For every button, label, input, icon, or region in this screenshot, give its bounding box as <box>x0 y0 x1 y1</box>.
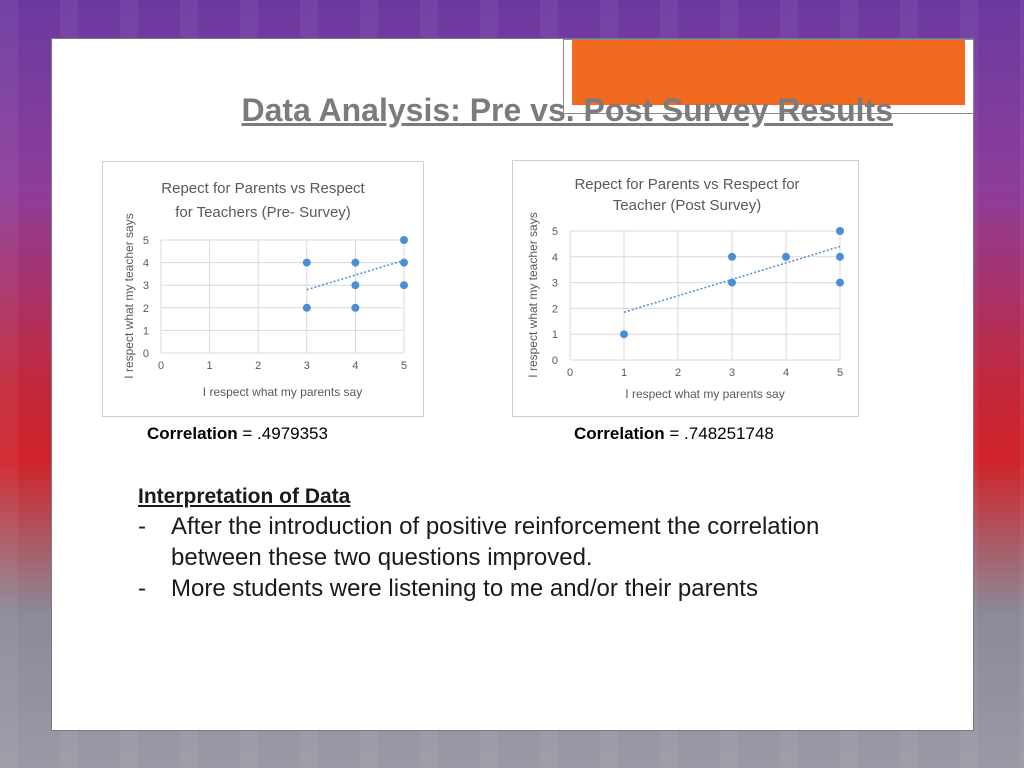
x-tick-label: 5 <box>837 367 843 379</box>
chart-title: Teacher (Post Survey) <box>613 197 761 214</box>
pre-survey-correlation: Correlation = .4979353 <box>147 424 328 444</box>
x-tick-label: 0 <box>158 360 164 372</box>
x-tick-label: 1 <box>621 367 627 379</box>
data-point <box>351 303 360 312</box>
data-point <box>302 303 311 312</box>
x-tick-label: 1 <box>207 360 213 372</box>
x-tick-label: 3 <box>304 360 310 372</box>
data-point <box>351 258 360 267</box>
data-point <box>620 330 628 339</box>
y-tick-label: 5 <box>552 226 558 238</box>
y-tick-label: 5 <box>143 235 149 247</box>
x-tick-label: 3 <box>729 367 735 379</box>
pre-correlation-label: Correlation <box>147 424 238 443</box>
post-survey-chart-svg: Repect for Parents vs Respect for Teacher… <box>526 176 844 401</box>
data-point <box>400 281 408 290</box>
y-tick-label: 2 <box>552 303 558 315</box>
y-tick-label: 0 <box>143 348 149 360</box>
y-tick-label: 3 <box>552 278 558 290</box>
data-point <box>836 252 844 261</box>
x-axis-label: I respect what my parents say <box>203 385 362 399</box>
y-tick-label: 1 <box>143 325 149 337</box>
chart-title: Repect for Parents vs Respect for <box>574 176 799 193</box>
post-survey-correlation: Correlation = .748251748 <box>574 424 774 444</box>
bullet-text: After the introduction of positive reinf… <box>171 513 820 571</box>
bullet-dash: - <box>138 575 146 602</box>
x-tick-label: 2 <box>675 367 681 379</box>
x-tick-label: 4 <box>352 360 358 372</box>
trendline <box>306 259 405 291</box>
pre-survey-scatter-chart: Repect for Parents vs Respect for Teacher… <box>102 161 424 417</box>
pre-survey-chart-svg: Repect for Parents vs Respect for Teacher… <box>122 180 408 399</box>
data-point <box>302 258 311 267</box>
accent-banner <box>572 40 965 105</box>
page-title: Data Analysis: Pre vs. Post Survey Resul… <box>241 92 893 128</box>
interpretation-section: Interpretation of Data - After the intro… <box>138 485 898 604</box>
data-point <box>400 258 408 267</box>
data-point <box>400 236 408 244</box>
y-tick-label: 1 <box>552 329 558 341</box>
y-tick-label: 4 <box>552 252 558 264</box>
bullet-dash: - <box>138 513 146 540</box>
chart-title: Repect for Parents vs Respect <box>161 180 365 197</box>
post-correlation-value: = .748251748 <box>664 424 774 443</box>
interpretation-bullet: - More students were listening to me and… <box>138 573 898 604</box>
interpretation-heading: Interpretation of Data <box>138 485 351 508</box>
post-correlation-label: Correlation <box>574 424 665 443</box>
data-point <box>728 278 736 287</box>
x-tick-label: 2 <box>255 360 261 372</box>
data-point <box>836 278 844 287</box>
x-axis-label: I respect what my parents say <box>625 387 784 401</box>
y-tick-label: 3 <box>143 280 149 292</box>
data-point <box>836 227 844 235</box>
y-axis-label: I respect what my teacher says <box>122 213 136 378</box>
accent-banner-frame <box>563 39 974 114</box>
bullet-text: More students were listening to me and/o… <box>171 575 758 602</box>
post-survey-scatter-chart: Repect for Parents vs Respect for Teacher… <box>512 160 859 417</box>
x-tick-label: 0 <box>567 367 573 379</box>
data-point <box>351 281 360 290</box>
pre-correlation-value: = .4979353 <box>237 424 328 443</box>
data-point <box>728 252 736 261</box>
data-point <box>782 252 790 261</box>
x-tick-label: 5 <box>401 360 407 372</box>
y-axis-label: I respect what my teacher says <box>526 212 540 377</box>
y-tick-label: 2 <box>143 303 149 315</box>
interpretation-bullet: - After the introduction of positive rei… <box>138 511 898 573</box>
y-tick-label: 4 <box>143 258 149 270</box>
y-tick-label: 0 <box>552 355 558 367</box>
chart-title: for Teachers (Pre- Survey) <box>175 204 351 221</box>
x-tick-label: 4 <box>783 367 789 379</box>
